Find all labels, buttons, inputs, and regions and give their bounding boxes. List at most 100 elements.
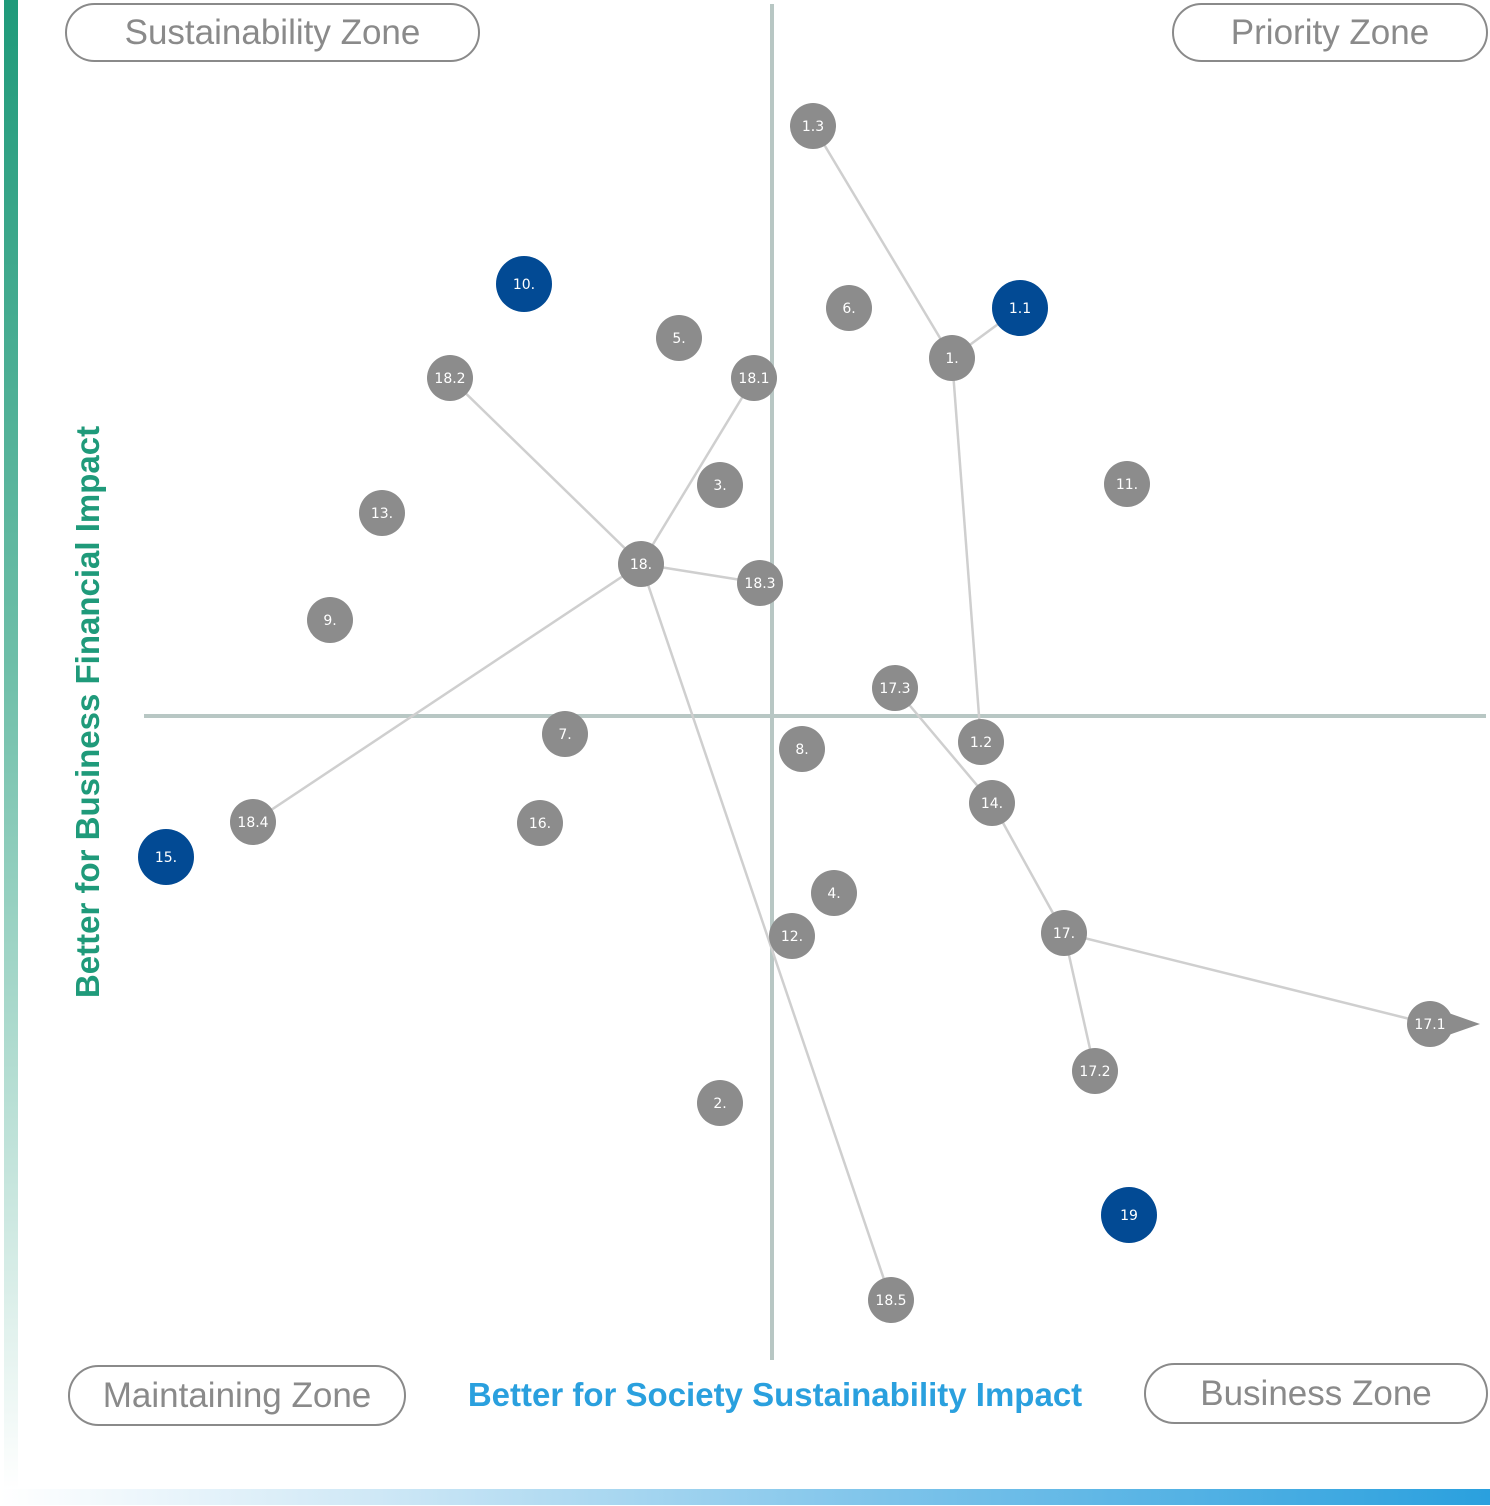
data-point-10[interactable]: 10.	[496, 256, 552, 312]
data-point-7[interactable]: 7.	[542, 711, 588, 757]
point-label: 2.	[713, 1096, 726, 1112]
y-axis-gradient-bar	[4, 0, 18, 1490]
point-marker	[542, 711, 588, 757]
point-label: 7.	[558, 727, 571, 743]
point-marker	[779, 726, 825, 772]
link-line	[990, 802, 1066, 934]
point-label: 17.	[1053, 926, 1075, 942]
point-label: 12.	[781, 929, 803, 945]
point-label: 18.2	[434, 371, 465, 387]
link-line	[1062, 932, 1097, 1072]
point-marker	[868, 1277, 914, 1323]
point-label: 19	[1120, 1208, 1138, 1224]
point-label: 18.4	[237, 815, 268, 831]
point-label: 4.	[827, 886, 840, 902]
point-marker	[427, 355, 473, 401]
data-point-12[interactable]: 12.	[769, 913, 815, 959]
data-point-1.1[interactable]: 1.1	[992, 280, 1048, 336]
data-point-18.1[interactable]: 18.1	[731, 355, 777, 401]
link-line	[639, 377, 756, 565]
data-point-1.2[interactable]: 1.2	[958, 719, 1004, 765]
point-marker	[811, 870, 857, 916]
data-point-17.1[interactable]: 17.1	[1407, 1001, 1480, 1047]
data-point-1.3[interactable]: 1.3	[790, 103, 836, 149]
point-marker	[737, 560, 783, 606]
y-axis-label: Better for Business Financial Impact	[69, 425, 106, 999]
point-marker	[958, 719, 1004, 765]
point-marker	[769, 913, 815, 959]
point-label: 5.	[672, 331, 685, 347]
data-point-18[interactable]: 18.	[618, 541, 664, 587]
point-label: 18.5	[875, 1293, 906, 1309]
data-point-5[interactable]: 5.	[656, 315, 702, 361]
point-label: 17.2	[1079, 1064, 1110, 1080]
point-marker	[656, 315, 702, 361]
link-line	[811, 125, 954, 359]
point-label: 15.	[155, 850, 177, 866]
point-label: 17.1	[1414, 1017, 1445, 1033]
data-point-8[interactable]: 8.	[779, 726, 825, 772]
link-line	[639, 563, 893, 1301]
point-label: 3.	[713, 478, 726, 494]
point-label: 16.	[529, 816, 551, 832]
data-point-18.2[interactable]: 18.2	[427, 355, 473, 401]
x-axis-gradient-bar	[0, 1489, 1490, 1505]
point-marker	[790, 103, 836, 149]
point-marker	[517, 800, 563, 846]
data-points: 1. 1.1 1.2 1.3 2. 3. 4. 5. 6. 7. 8. 9. 10. 11. 12. 13. 1…	[138, 103, 1480, 1323]
point-marker	[969, 780, 1015, 826]
data-point-18.3[interactable]: 18.3	[737, 560, 783, 606]
data-point-17.2[interactable]: 17.2	[1072, 1048, 1118, 1094]
point-marker	[929, 335, 975, 381]
point-marker	[359, 490, 405, 536]
data-point-16[interactable]: 16.	[517, 800, 563, 846]
zone-label-business: Business Zone	[1144, 1363, 1488, 1424]
data-point-2[interactable]: 2.	[697, 1080, 743, 1126]
point-marker	[1407, 1001, 1453, 1047]
data-point-4[interactable]: 4.	[811, 870, 857, 916]
point-label: 1.2	[970, 735, 992, 751]
point-marker	[496, 256, 552, 312]
point-marker	[307, 597, 353, 643]
point-label: 8.	[795, 742, 808, 758]
point-marker	[992, 280, 1048, 336]
point-marker	[1072, 1048, 1118, 1094]
point-marker	[826, 285, 872, 331]
point-label: 14.	[981, 796, 1003, 812]
zone-label-priority: Priority Zone	[1172, 3, 1488, 62]
point-label: 10.	[513, 277, 535, 293]
point-label: 17.3	[879, 681, 910, 697]
point-marker	[1101, 1187, 1157, 1243]
zone-label-maintaining: Maintaining Zone	[68, 1365, 406, 1426]
data-point-11[interactable]: 11.	[1104, 461, 1150, 507]
point-label: 18.1	[738, 371, 769, 387]
data-point-15[interactable]: 15.	[138, 829, 194, 885]
point-marker	[731, 355, 777, 401]
data-point-14[interactable]: 14.	[969, 780, 1015, 826]
point-label: 18.	[630, 557, 652, 573]
point-label: 6.	[842, 301, 855, 317]
data-point-18.5[interactable]: 18.5	[868, 1277, 914, 1323]
point-marker	[1041, 910, 1087, 956]
point-label: 18.3	[744, 576, 775, 592]
point-label: 11.	[1116, 477, 1138, 493]
data-point-1[interactable]: 1.	[929, 335, 975, 381]
data-point-9[interactable]: 9.	[307, 597, 353, 643]
point-marker	[618, 541, 664, 587]
zone-label-sustainability: Sustainability Zone	[65, 3, 480, 62]
link-line	[1063, 931, 1431, 1026]
link-line	[252, 562, 642, 824]
data-point-3[interactable]: 3.	[697, 462, 743, 508]
data-point-19[interactable]: 19	[1101, 1187, 1157, 1243]
data-point-17.3[interactable]: 17.3	[872, 665, 918, 711]
data-point-6[interactable]: 6.	[826, 285, 872, 331]
point-marker	[872, 665, 918, 711]
link-line	[894, 687, 993, 804]
point-label: 1.3	[802, 119, 824, 135]
data-point-13[interactable]: 13.	[359, 490, 405, 536]
x-axis-label: Better for Society Sustainability Impact	[467, 1376, 1083, 1413]
data-point-18.4[interactable]: 18.4	[230, 799, 276, 845]
data-point-17[interactable]: 17.	[1041, 910, 1087, 956]
point-marker	[138, 829, 194, 885]
